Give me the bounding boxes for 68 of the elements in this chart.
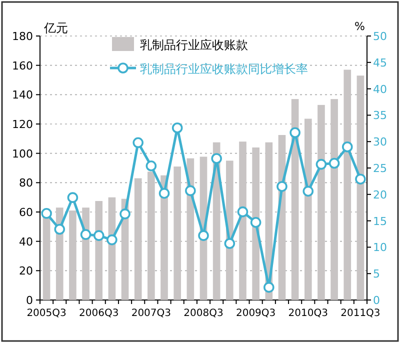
bar [174, 166, 182, 300]
point [290, 127, 300, 138]
y-tick-label: 140 [12, 88, 33, 102]
point [316, 158, 327, 170]
y-tick-label: 0 [26, 294, 33, 307]
y2-tick-label: 30 [373, 136, 387, 149]
y2-axis-title: % [354, 20, 365, 33]
y-tick-label: 100 [12, 147, 33, 160]
point [54, 224, 66, 235]
bar [356, 76, 364, 300]
y-tick-label: 40 [19, 235, 33, 248]
point [120, 208, 130, 220]
point [355, 174, 366, 184]
y-tick-label: 180 [12, 30, 33, 43]
point [106, 234, 118, 246]
bar [148, 172, 155, 300]
y-tick-label: 20 [19, 264, 33, 278]
y-tick-label: 80 [19, 176, 33, 190]
point [172, 122, 183, 134]
x-tick-label: 2010Q3 [288, 308, 328, 319]
point [198, 230, 209, 241]
y2-tick-label: 35 [373, 109, 387, 122]
point [211, 153, 222, 164]
bar [318, 104, 325, 300]
y2-tick-label: 45 [373, 56, 387, 70]
legend-label: 乳制品行业应收账款同比增长率 [140, 62, 308, 76]
y2-tick-label: 10 [373, 241, 387, 254]
x-tick-label: 2007Q3 [131, 308, 172, 319]
point [276, 181, 288, 192]
y-axis-title: 亿元 [43, 21, 68, 35]
x-tick-label: 2005Q3 [26, 308, 66, 319]
y2-tick-label: 15 [373, 214, 387, 228]
bar [330, 99, 338, 300]
bar [304, 118, 312, 300]
point [67, 192, 78, 203]
point [185, 185, 196, 196]
x-tick-label: 2006Q3 [79, 308, 119, 319]
x-tick-label: 2008Q3 [184, 308, 224, 319]
legend-label: 乳制品行业应收账款 [140, 38, 248, 52]
point [224, 238, 236, 249]
point [328, 158, 340, 169]
y-tick-label: 120 [12, 118, 33, 131]
bar [239, 142, 246, 300]
y2-tick-label: 20 [373, 188, 387, 202]
point [250, 216, 262, 228]
point [237, 206, 248, 218]
point [146, 160, 157, 172]
bar [95, 201, 103, 300]
y2-tick-label: 40 [373, 82, 387, 96]
point [93, 230, 104, 241]
x-tick-label: 2009Q3 [236, 308, 276, 319]
x-tick-label: 2011Q3 [340, 308, 380, 319]
point [132, 137, 144, 148]
point [158, 188, 170, 199]
bar [344, 70, 352, 300]
y-tick-label: 160 [12, 59, 33, 72]
y2-tick-label: 5 [373, 268, 380, 281]
bar [134, 178, 142, 300]
point [342, 141, 353, 152]
point [302, 186, 314, 197]
bar [69, 210, 76, 300]
point [41, 208, 52, 219]
y-tick-label: 60 [19, 206, 33, 219]
point [80, 229, 92, 240]
y2-tick-label: 50 [373, 30, 387, 43]
y2-tick-label: 0 [373, 294, 380, 307]
point [264, 282, 274, 293]
y2-tick-label: 25 [373, 162, 387, 175]
